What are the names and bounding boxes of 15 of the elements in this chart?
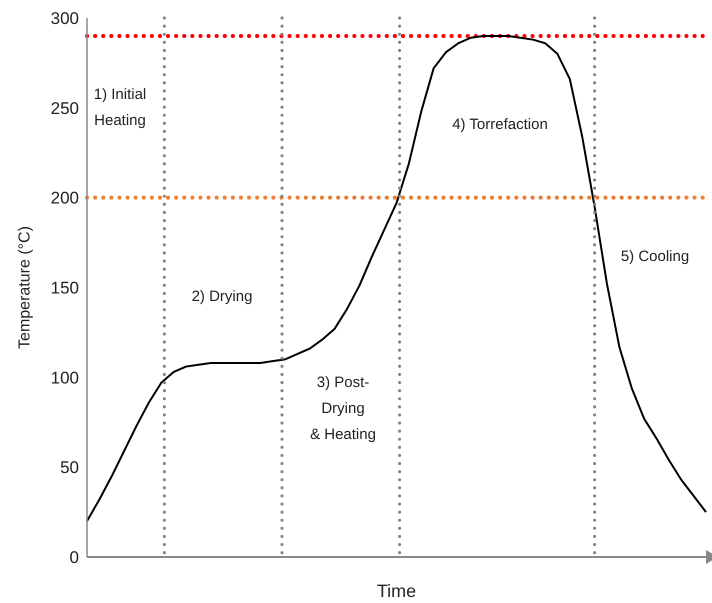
y-axis-title: Temperature (°C) bbox=[16, 226, 34, 349]
annotation: 1) Initial Heating bbox=[94, 85, 146, 131]
y-tick-label: 250 bbox=[50, 98, 79, 118]
annotation: 2) Drying bbox=[192, 287, 252, 307]
y-tick-label: 300 bbox=[50, 9, 79, 28]
y-tick-label: 100 bbox=[50, 368, 79, 388]
y-tick-label: 0 bbox=[70, 548, 79, 568]
annotation: 5) Cooling bbox=[620, 247, 690, 267]
annotation: 4) Torrefaction bbox=[452, 115, 548, 135]
line-series bbox=[86, 34, 707, 522]
y-tick-label: 200 bbox=[50, 188, 79, 208]
x-axis-title: Time bbox=[376, 581, 416, 601]
annotation: 3) Post- Drying & Heating bbox=[310, 373, 376, 445]
y-tick-label: 50 bbox=[60, 458, 79, 478]
y-tick-label: 150 bbox=[50, 278, 79, 298]
